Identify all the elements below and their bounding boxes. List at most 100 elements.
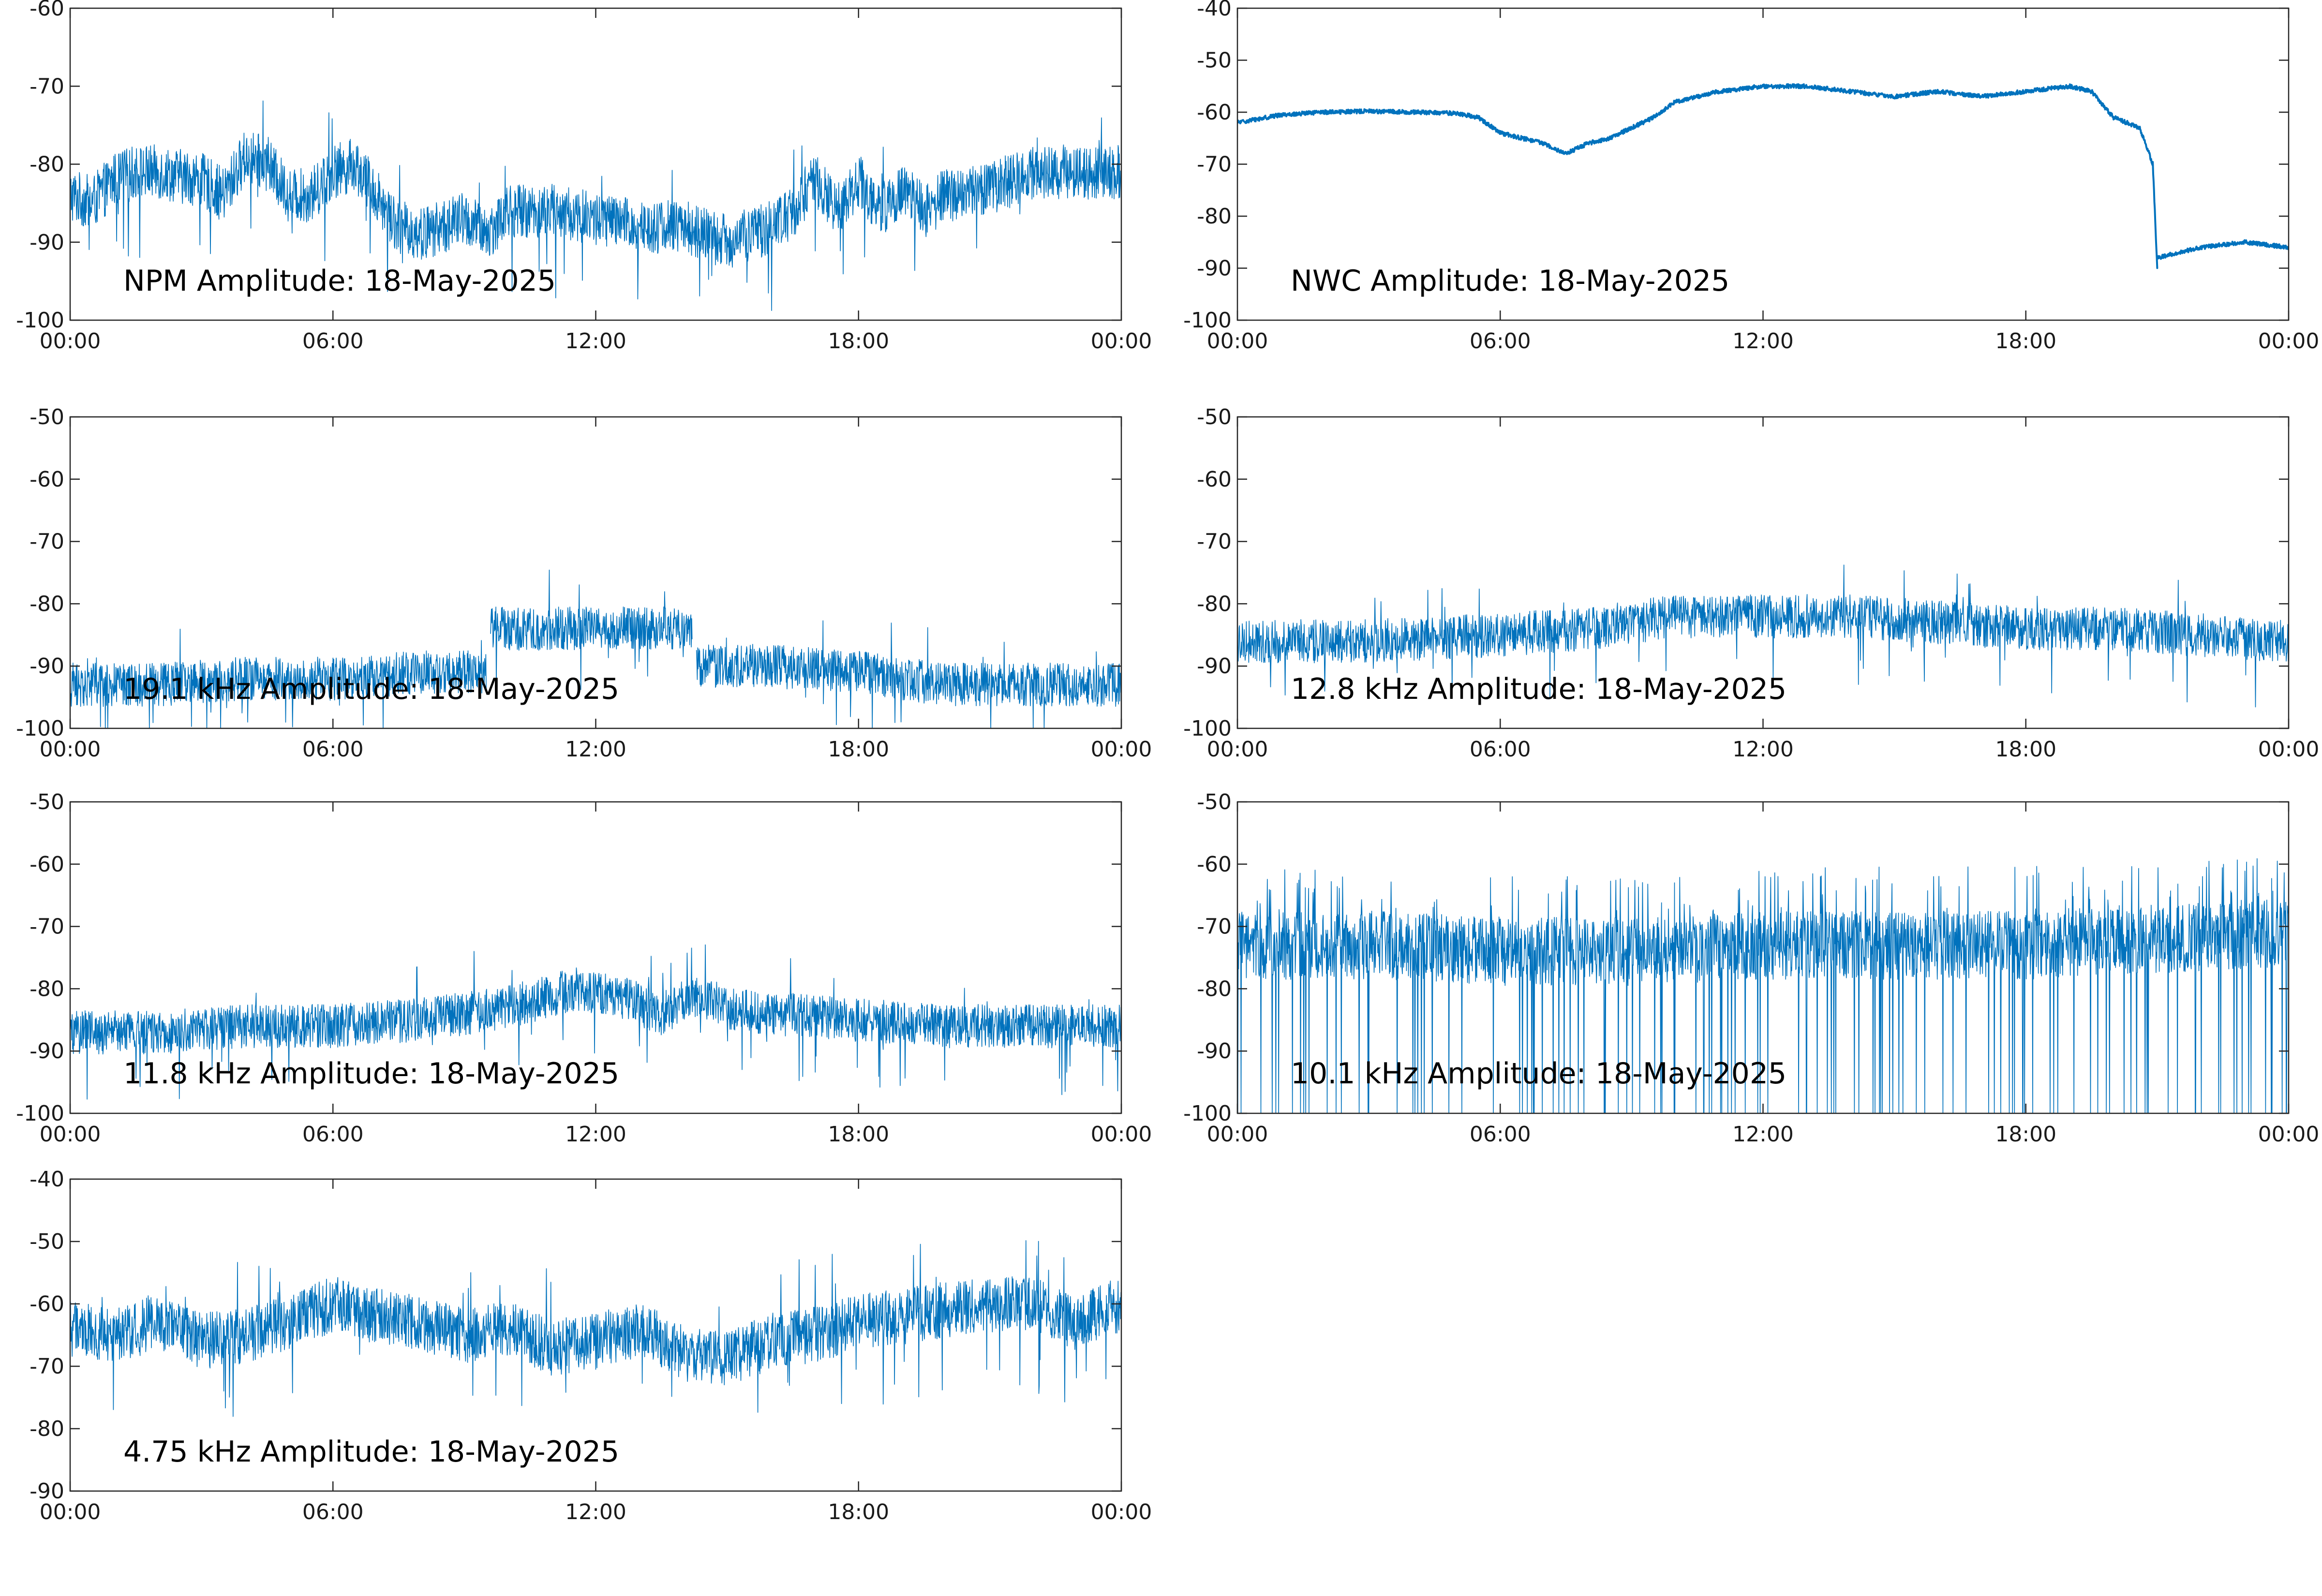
y-tick-label: -80 [1197, 976, 1232, 1001]
x-tick-label: 00:00 [2258, 737, 2320, 762]
y-tick-label: -60 [1197, 100, 1232, 125]
plot-title: NWC Amplitude: 18-May-2025 [1291, 264, 1729, 298]
trace-group [70, 569, 1121, 728]
x-tick-label: 18:00 [1995, 1122, 2056, 1147]
plot-title: 4.75 kHz Amplitude: 18-May-2025 [123, 1435, 619, 1469]
x-tick-label: 00:00 [1091, 1122, 1152, 1147]
y-tick-label: -70 [1197, 530, 1232, 554]
x-tick-label: 18:00 [828, 1500, 889, 1524]
y-tick-label: -100 [1183, 308, 1232, 333]
series-line-1 [70, 629, 487, 728]
y-tick-label: -90 [1197, 256, 1232, 281]
trace-group [70, 1240, 1121, 1417]
x-tick-label: 06:00 [302, 329, 364, 354]
y-tick-label: -80 [1197, 591, 1232, 616]
x-tick-label: 00:00 [1207, 1122, 1268, 1147]
y-tick-label: -90 [30, 1479, 64, 1504]
y-tick-label: -80 [1197, 204, 1232, 229]
y-tick-label: -80 [30, 152, 64, 177]
y-tick-label: -100 [1183, 1101, 1232, 1126]
y-tick-label: -100 [16, 1101, 64, 1126]
y-tick-label: -60 [30, 1292, 64, 1316]
series-line-1 [70, 100, 1121, 311]
x-tick-label: 12:00 [565, 1500, 626, 1524]
series-line-1 [1237, 83, 2158, 269]
y-tick-label: -90 [1197, 1039, 1232, 1064]
plot-title: NPM Amplitude: 18-May-2025 [123, 264, 556, 298]
x-tick-label: 06:00 [302, 1500, 364, 1524]
x-tick-label: 18:00 [828, 1122, 889, 1147]
y-tick-label: -70 [30, 74, 64, 99]
y-tick-label: -90 [30, 654, 64, 679]
trace-group [70, 944, 1121, 1100]
y-tick-label: -60 [30, 852, 64, 877]
chart-panel-5: 00:00 06:00 12:00 18:00 00:00 -50 -60 -70 -80 -90… [16, 790, 1152, 1147]
x-tick-label: 12:00 [565, 1122, 626, 1147]
y-tick-label: -60 [30, 467, 64, 492]
chart-panel-7: 00:00 06:00 12:00 18:00 00:00 -40 -50 -60 -70 -80… [30, 1167, 1152, 1524]
trace-group [1237, 858, 2289, 1113]
y-tick-label: -80 [30, 591, 64, 616]
x-tick-label: 00:00 [40, 1122, 101, 1147]
x-tick-label: 06:00 [1470, 1122, 1531, 1147]
x-tick-label: 12:00 [565, 329, 626, 354]
plot-title: 11.8 kHz Amplitude: 18-May-2025 [123, 1057, 619, 1091]
series-line-3 [696, 620, 1121, 728]
trace-group [70, 100, 1121, 311]
y-tick-label: -70 [30, 530, 64, 554]
x-tick-label: 18:00 [828, 329, 889, 354]
y-tick-label: -100 [16, 308, 64, 333]
x-tick-label: 00:00 [1091, 1500, 1152, 1524]
x-tick-label: 00:00 [40, 329, 101, 354]
series-line-2 [2156, 239, 2289, 260]
x-tick-label: 06:00 [1470, 329, 1531, 354]
series-line-1 [70, 1240, 1121, 1417]
plot-title: 12.8 kHz Amplitude: 18-May-2025 [1291, 672, 1786, 706]
x-tick-label: 00:00 [1207, 329, 1268, 354]
y-tick-label: -50 [1197, 405, 1232, 429]
y-tick-label: -100 [1183, 716, 1232, 741]
x-tick-label: 18:00 [1995, 737, 2056, 762]
y-tick-label: -50 [30, 405, 64, 429]
x-tick-label: 00:00 [2258, 1122, 2320, 1147]
x-tick-label: 06:00 [302, 1122, 364, 1147]
x-tick-label: 18:00 [828, 737, 889, 762]
y-tick-label: -60 [1197, 852, 1232, 877]
chart-panel-4: 00:00 06:00 12:00 18:00 00:00 -50 -60 -70 -80 -90… [1183, 405, 2319, 762]
x-tick-label: 12:00 [1732, 329, 1794, 354]
series-line-1 [1237, 564, 2289, 708]
y-tick-label: -70 [1197, 915, 1232, 939]
y-tick-label: -80 [30, 976, 64, 1001]
x-tick-label: 12:00 [1732, 737, 1794, 762]
x-tick-label: 00:00 [40, 737, 101, 762]
y-tick-label: -50 [1197, 48, 1232, 73]
x-tick-label: 00:00 [1091, 329, 1152, 354]
x-tick-label: 12:00 [565, 737, 626, 762]
x-tick-label: 00:00 [1091, 737, 1152, 762]
y-tick-label: -50 [1197, 790, 1232, 814]
series-line-1 [70, 944, 1121, 1100]
series-line-2 [490, 569, 693, 690]
x-tick-label: 00:00 [40, 1500, 101, 1524]
x-tick-label: 00:00 [2258, 329, 2320, 354]
y-tick-label: -90 [1197, 654, 1232, 679]
y-tick-label: -40 [1197, 0, 1232, 21]
x-tick-label: 00:00 [1207, 737, 1268, 762]
plot-title: 10.1 kHz Amplitude: 18-May-2025 [1291, 1057, 1786, 1091]
series-line-1 [1237, 858, 2289, 1113]
chart-panel-1: 00:00 06:00 12:00 18:00 00:00 -60 -70 -80 -90 -10… [16, 0, 1152, 354]
y-tick-label: -70 [1197, 152, 1232, 177]
y-tick-label: -50 [30, 790, 64, 814]
trace-group [1237, 564, 2289, 708]
chart-panel-6: 00:00 06:00 12:00 18:00 00:00 -50 -60 -70 -80 -90… [1183, 790, 2319, 1147]
plot-title: 19.1 kHz Amplitude: 18-May-2025 [123, 672, 619, 706]
y-tick-label: -50 [30, 1229, 64, 1254]
y-tick-label: -100 [16, 716, 64, 741]
chart-panel-2: 00:00 06:00 12:00 18:00 00:00 -40 -50 -60 -70 -80… [1183, 0, 2319, 354]
y-tick-label: -70 [30, 1354, 64, 1379]
x-tick-label: 18:00 [1995, 329, 2056, 354]
x-tick-label: 06:00 [302, 737, 364, 762]
y-tick-label: -90 [30, 1039, 64, 1064]
trace-group [1237, 83, 2289, 269]
